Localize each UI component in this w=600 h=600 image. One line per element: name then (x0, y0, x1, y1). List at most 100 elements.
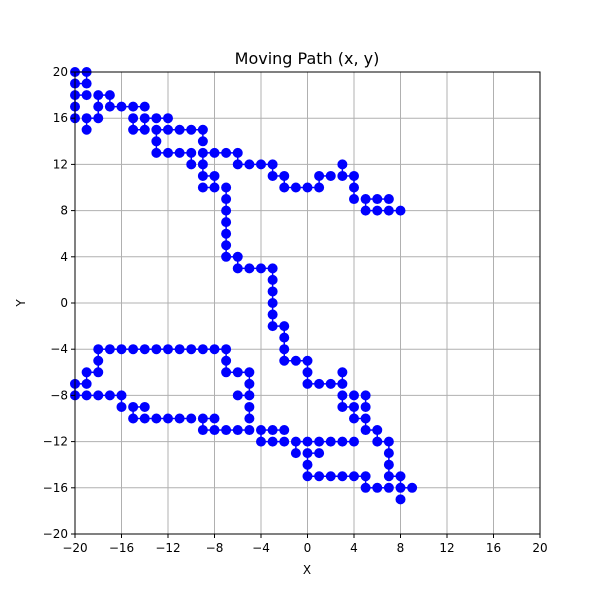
path-point (174, 413, 185, 424)
path-point (197, 124, 208, 135)
path-point (349, 182, 359, 193)
path-point (267, 298, 278, 308)
path-point (221, 367, 232, 378)
path-point (395, 205, 406, 216)
path-point (302, 182, 313, 193)
y-tick-label: −4 (50, 342, 68, 356)
path-point (81, 378, 92, 389)
path-point (93, 90, 104, 101)
axis-ticks: −20 −16 −12 −8 −4 0 4 8 12 16 20 −20 −16 −12 −8 −4 0 4 8 12… (43, 65, 548, 555)
path-point (267, 436, 278, 447)
y-tick-label: 20 (53, 65, 68, 79)
path-point (290, 355, 301, 366)
path-point (290, 182, 301, 193)
path-point (116, 390, 127, 401)
path-point (151, 124, 162, 135)
path-point (256, 425, 266, 436)
path-point (232, 390, 243, 401)
path-point (186, 413, 197, 424)
path-point (197, 170, 208, 181)
path-point (221, 228, 232, 239)
path-point (383, 482, 394, 493)
y-tick-label: 4 (60, 250, 68, 264)
path-point (232, 147, 243, 158)
path-point (197, 344, 208, 355)
path-point (279, 182, 290, 193)
path-point (104, 344, 115, 355)
x-tick-label: 4 (350, 541, 358, 555)
path-point (325, 471, 336, 482)
path-point (279, 170, 290, 181)
path-point (221, 182, 232, 193)
path-point (232, 367, 243, 378)
path-point (209, 344, 220, 355)
chart-title: Moving Path (x, y) (235, 49, 380, 68)
y-tick-label: 12 (53, 157, 68, 171)
path-point (128, 101, 139, 112)
path-point (221, 194, 232, 205)
path-point (256, 263, 266, 274)
path-point (104, 90, 115, 101)
path-point (407, 482, 418, 493)
path-point (104, 101, 115, 112)
path-point (267, 425, 278, 436)
path-point (209, 413, 220, 424)
path-point (372, 436, 383, 447)
path-point (349, 401, 359, 412)
path-point (337, 159, 348, 170)
y-tick-label: 16 (53, 111, 68, 125)
x-tick-label: 16 (486, 541, 501, 555)
path-point (267, 321, 278, 332)
path-point (81, 90, 92, 101)
path-point (139, 344, 150, 355)
path-point (244, 378, 255, 389)
x-axis-label: X (303, 563, 311, 577)
path-point (232, 263, 243, 274)
path-point (360, 471, 371, 482)
x-tick-label: −16 (109, 541, 134, 555)
path-point (244, 159, 255, 170)
x-tick-label: −8 (206, 541, 224, 555)
y-tick-label: 0 (60, 296, 68, 310)
path-point (197, 425, 208, 436)
path-point (116, 401, 127, 412)
path-point (337, 401, 348, 412)
path-point (314, 471, 325, 482)
path-point (139, 101, 150, 112)
path-point (383, 459, 394, 470)
path-point (383, 471, 394, 482)
path-point (349, 170, 359, 181)
path-point (267, 274, 278, 285)
path-point (163, 147, 173, 158)
path-point (337, 378, 348, 389)
path-point (279, 332, 290, 343)
path-point (151, 147, 162, 158)
path-point (290, 436, 301, 447)
path-point (267, 159, 278, 170)
path-point (349, 436, 359, 447)
path-point (290, 448, 301, 459)
path-point (151, 136, 162, 147)
path-point (267, 309, 278, 320)
path-point (314, 378, 325, 389)
path-point (221, 205, 232, 216)
path-point (314, 448, 325, 459)
path-point (93, 355, 104, 366)
x-tick-label: −12 (155, 541, 180, 555)
path-point (279, 355, 290, 366)
path-point (221, 217, 232, 228)
path-point (314, 182, 325, 193)
path-point (360, 401, 371, 412)
path-point (360, 482, 371, 493)
path-point (256, 159, 266, 170)
path-point (337, 390, 348, 401)
path-point (325, 170, 336, 181)
path-point (93, 113, 104, 124)
path-point (93, 367, 104, 378)
path-point (163, 124, 173, 135)
path-point (139, 124, 150, 135)
path-point (186, 124, 197, 135)
path-point (174, 124, 185, 135)
x-tick-label: 8 (397, 541, 405, 555)
